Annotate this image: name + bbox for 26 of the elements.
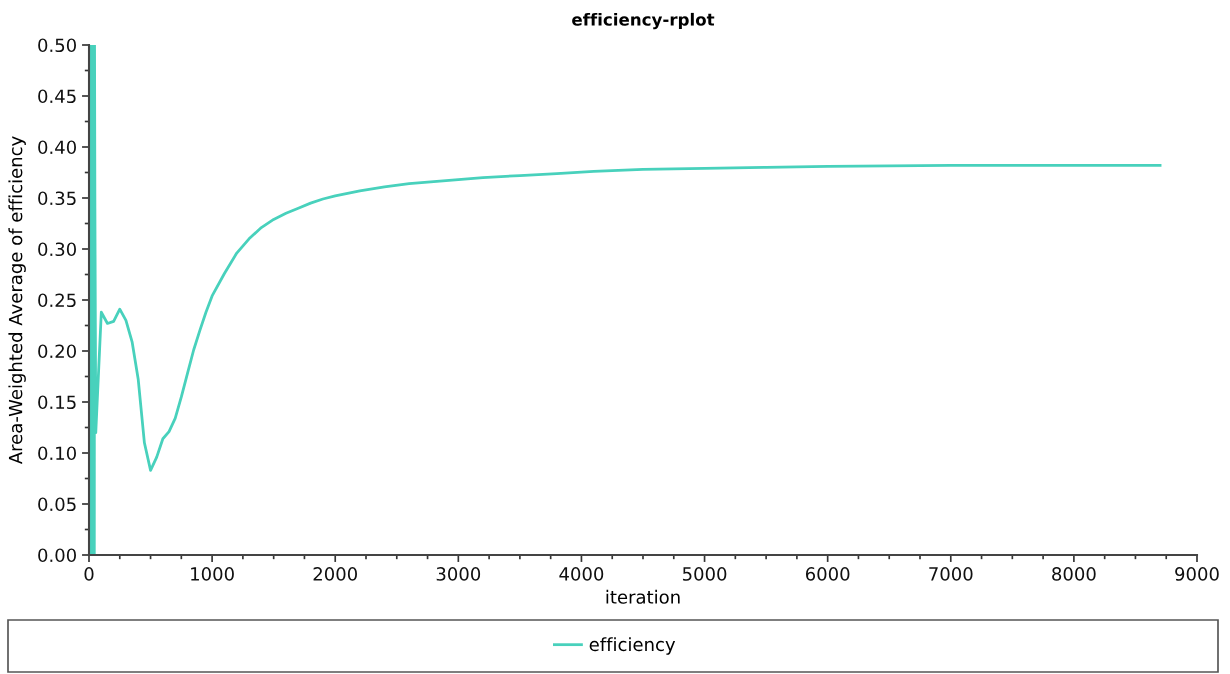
y-tick-label: 0.40 bbox=[38, 140, 76, 155]
x-tick-label: 0 bbox=[84, 567, 94, 581]
y-tick-label: 0.50 bbox=[38, 38, 76, 53]
y-tick-label: 0.35 bbox=[38, 191, 76, 206]
x-tick-label: 2000 bbox=[313, 567, 357, 581]
y-tick-label: 0.20 bbox=[38, 344, 76, 359]
line-series bbox=[89, 45, 1162, 555]
y-tick-label: 0.30 bbox=[38, 242, 76, 257]
y-axis-title: Area-Weighted Average of efficiency bbox=[8, 136, 26, 465]
x-tick-label: 4000 bbox=[559, 567, 604, 581]
legend-label: efficiency bbox=[589, 637, 676, 655]
chart-title: efficiency-rplot bbox=[572, 12, 715, 30]
y-tick-label: 0.10 bbox=[38, 446, 76, 461]
y-tick-label: 0.25 bbox=[38, 293, 76, 308]
x-axis-title: iteration bbox=[606, 589, 680, 604]
x-tick-label: 6000 bbox=[805, 567, 850, 581]
y-tick-label: 0.45 bbox=[38, 89, 76, 104]
x-tick-label: 9000 bbox=[1175, 567, 1219, 581]
x-tick-label: 7000 bbox=[929, 567, 973, 581]
x-tick-label: 5000 bbox=[682, 567, 727, 581]
y-tick-label: 0.05 bbox=[38, 497, 76, 512]
y-tick-label: 0.15 bbox=[38, 395, 76, 410]
x-tick-label: 8000 bbox=[1052, 567, 1096, 581]
x-tick-label: 1000 bbox=[191, 567, 234, 581]
x-tick-label: 3000 bbox=[436, 567, 481, 581]
y-tick-label: 0.00 bbox=[38, 548, 76, 563]
